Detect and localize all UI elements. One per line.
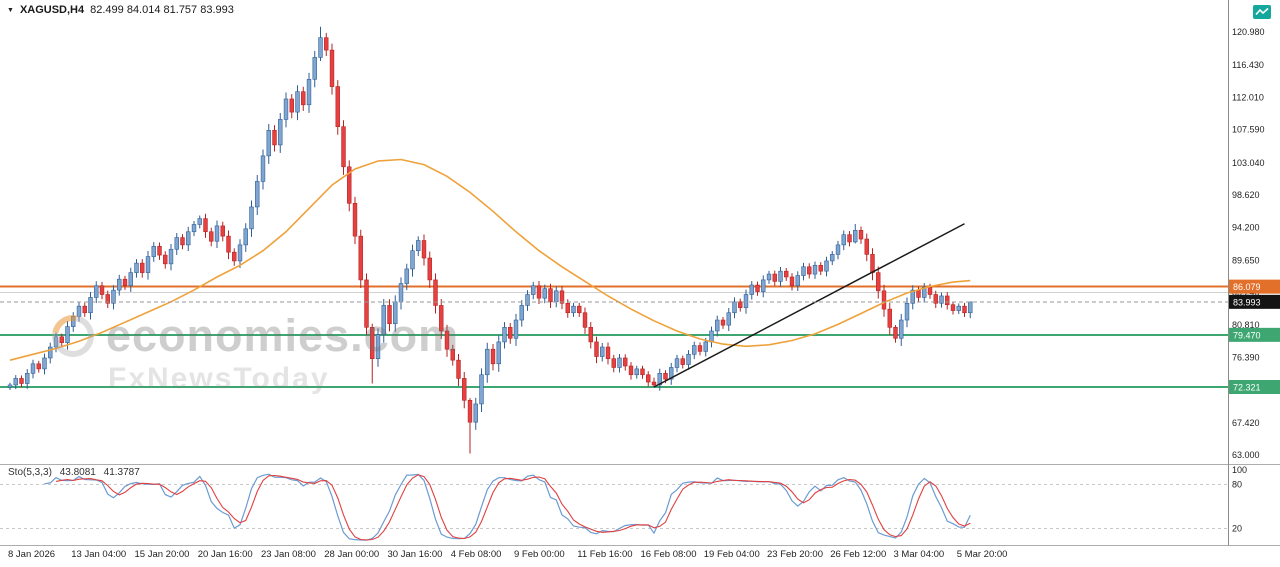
stochastic-name: Sto(5,3,3) [8,467,52,478]
svg-text:89.650: 89.650 [1232,256,1260,266]
svg-text:112.010: 112.010 [1232,92,1264,102]
panel-dividers [0,0,1280,546]
svg-text:86.079: 86.079 [1233,282,1261,292]
stochastic-signal-line [55,474,971,541]
svg-text:5 Mar 20:00: 5 Mar 20:00 [957,549,1008,560]
svg-text:120.980: 120.980 [1232,27,1265,37]
svg-text:15 Jan 20:00: 15 Jan 20:00 [135,549,190,560]
svg-text:67.420: 67.420 [1232,418,1260,428]
svg-text:80.810: 80.810 [1232,320,1260,330]
svg-text:8 Jan 2026: 8 Jan 2026 [8,549,55,560]
svg-text:23 Feb 20:00: 23 Feb 20:00 [767,549,823,560]
svg-text:20 Jan 16:00: 20 Jan 16:00 [198,549,253,560]
time-axis-labels: 8 Jan 2026 13 Jan 04:00 15 Jan 20:00 20 Jan… [8,549,1007,560]
symbol-title: ▼ XAGUSD,H4 82.499 84.014 81.757 83.993 [7,4,234,16]
svg-text:26 Feb 12:00: 26 Feb 12:00 [830,549,886,560]
svg-text:76.390: 76.390 [1232,352,1260,362]
svg-text:9 Feb 00:00: 9 Feb 00:00 [514,549,565,560]
stochastic-signal-value: 41.3787 [103,467,140,478]
price-axis-ticks: 120.980 116.430 112.010 107.590 103.040 98.62… [1232,27,1265,460]
svg-text:16 Feb 08:00: 16 Feb 08:00 [641,549,697,560]
svg-text:72.321: 72.321 [1233,382,1261,392]
svg-text:30 Jan 16:00: 30 Jan 16:00 [388,549,443,560]
corner-logo-icon[interactable] [1253,5,1271,24]
svg-text:19 Feb 04:00: 19 Feb 04:00 [704,549,760,560]
symbol-ohlc-values: 82.499 84.014 81.757 83.993 [90,4,234,16]
svg-text:20: 20 [1232,523,1242,533]
stochastic-main-value: 43.8081 [59,467,96,478]
svg-text:116.430: 116.430 [1232,60,1264,70]
svg-text:103.040: 103.040 [1232,158,1265,168]
symbol-name: XAGUSD,H4 [19,4,85,16]
trendline [653,223,965,388]
horizontal-levels [0,285,1228,388]
dropdown-icon[interactable]: ▼ [7,6,14,14]
price-axis-boxes: 86.079 83.993 79.470 72.321 [1229,279,1280,394]
stochastic-label: Sto(5,3,3) 43.8081 41.3787 [8,467,145,478]
svg-text:23 Jan 08:00: 23 Jan 08:00 [261,549,316,560]
svg-text:3 Mar 04:00: 3 Mar 04:00 [894,549,945,560]
svg-text:100: 100 [1232,465,1247,475]
stochastic-main-line [44,473,971,541]
svg-text:79.470: 79.470 [1233,330,1261,340]
candles-group [7,26,973,454]
svg-text:63.000: 63.000 [1232,450,1260,460]
svg-text:11 Feb 16:00: 11 Feb 16:00 [577,549,632,560]
svg-text:80: 80 [1232,480,1242,490]
svg-text:4 Feb 08:00: 4 Feb 08:00 [451,549,502,560]
svg-text:83.993: 83.993 [1233,297,1261,307]
stochastic-panel: 100 80 20 [0,465,1247,541]
svg-text:98.620: 98.620 [1232,190,1260,200]
svg-text:107.590: 107.590 [1232,125,1265,135]
svg-text:94.200: 94.200 [1232,222,1260,232]
svg-text:13 Jan 04:00: 13 Jan 04:00 [71,549,126,560]
svg-text:28 Jan 00:00: 28 Jan 00:00 [324,549,379,560]
